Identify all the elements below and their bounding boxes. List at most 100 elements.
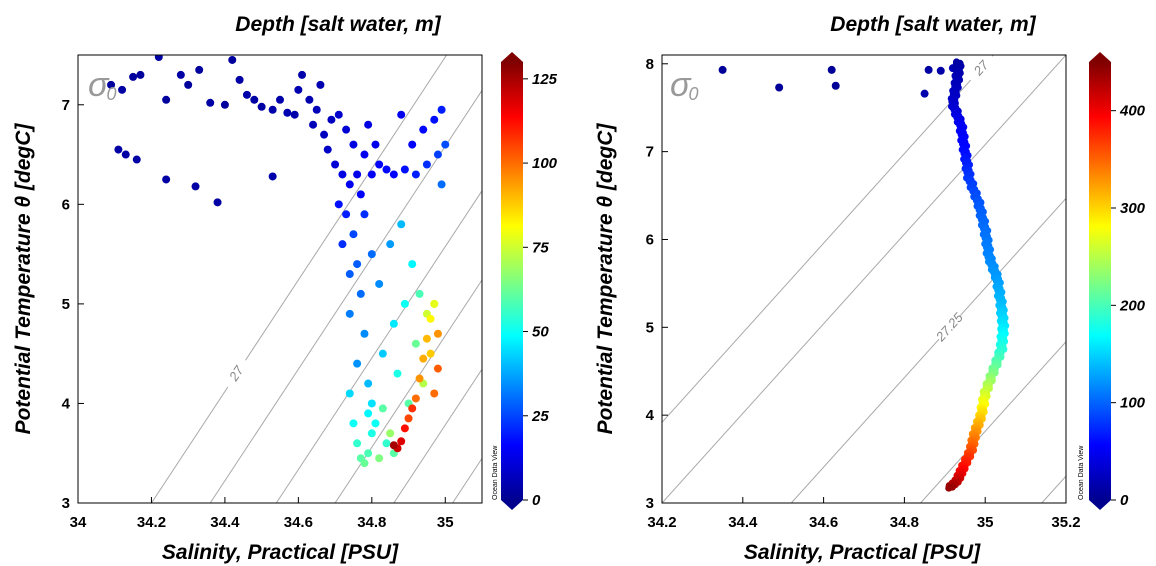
data-point [184, 80, 193, 89]
data-point [162, 175, 171, 184]
colorbar-tick-label: 400 [1119, 103, 1146, 120]
data-point [430, 299, 439, 308]
colorbar-tick-label: 75 [532, 239, 549, 256]
data-point [290, 110, 299, 119]
data-point [367, 429, 376, 438]
data-point [382, 439, 391, 448]
data-point [371, 419, 380, 428]
data-point [312, 105, 321, 114]
colorbar-tick-label: 100 [1120, 395, 1146, 412]
data-point [441, 140, 450, 149]
data-point [433, 329, 442, 338]
data-point [342, 125, 351, 134]
data-point [415, 374, 424, 383]
y-tick-label: 7 [646, 144, 654, 161]
data-point [132, 155, 141, 164]
data-point [430, 115, 439, 124]
data-point [411, 339, 420, 348]
data-point [338, 240, 347, 249]
isopycnal-line [334, 279, 482, 503]
data-point [294, 85, 303, 94]
x-tick-label: 34.2 [647, 514, 676, 531]
colorbar-tick-label: 300 [1120, 200, 1146, 217]
data-point [433, 150, 442, 159]
x-tick-label: 35 [977, 514, 994, 531]
colorbar-top-cap [501, 52, 523, 62]
data-point [213, 198, 222, 207]
data-point [360, 210, 369, 219]
data-point [382, 165, 391, 174]
data-point [353, 260, 362, 269]
data-point [345, 309, 354, 318]
data-point [364, 379, 373, 388]
data-point [375, 454, 384, 463]
colorbar-tick-label: 125 [532, 71, 558, 88]
isopycnal-line [151, 55, 448, 503]
data-point [360, 150, 369, 159]
data-point [437, 105, 446, 114]
data-point [309, 120, 318, 129]
data-point [397, 437, 406, 446]
data-point [353, 359, 362, 368]
y-axis-ticks: 3 4 5 6 7 8 [646, 56, 668, 512]
colorbar-top-cap [1089, 52, 1111, 62]
data-point [349, 419, 358, 428]
data-point [400, 165, 409, 174]
data-point [411, 170, 420, 179]
colorbar-tick-label: 0 [532, 492, 541, 509]
data-point [345, 180, 354, 189]
data-point [400, 299, 409, 308]
data-point [114, 145, 123, 154]
data-point [408, 260, 417, 269]
colorbar-ticks: 0 100 200 300 400 [1111, 103, 1146, 509]
data-point [298, 70, 307, 79]
data-point [924, 65, 933, 74]
data-point [323, 145, 332, 154]
data-point [107, 80, 116, 89]
data-point [437, 180, 446, 189]
data-point [404, 414, 413, 423]
data-point [386, 429, 395, 438]
data-point [176, 70, 185, 79]
data-point [268, 105, 277, 114]
data-point [334, 200, 343, 209]
isopycnal-line [920, 340, 1066, 503]
data-point [235, 75, 244, 84]
data-point [422, 334, 431, 343]
data-point [331, 160, 340, 169]
data-point [154, 55, 163, 61]
data-point [320, 130, 329, 139]
data-point [419, 354, 428, 363]
data-point [191, 182, 200, 191]
x-tick-label: 34.6 [809, 514, 838, 531]
data-point [356, 190, 365, 199]
x-tick-label: 35.2 [1051, 514, 1080, 531]
y-tick-label: 7 [62, 97, 70, 114]
watermark: Ocean Data View [492, 445, 499, 500]
y-axis-ticks: 3 4 5 6 7 [62, 97, 84, 512]
data-point [250, 95, 259, 104]
y-tick-label: 4 [62, 395, 71, 412]
data-point [342, 210, 351, 219]
chart-title: Depth [salt water, m] [830, 13, 1036, 36]
colorbar-tick-label: 100 [532, 155, 558, 172]
data-point [364, 409, 373, 418]
data-point [389, 441, 398, 450]
data-point [397, 220, 406, 229]
data-point [220, 100, 229, 109]
data-point [389, 170, 398, 179]
data-point [408, 404, 417, 413]
y-axis-label: Potential Temperature θ [degC] [594, 123, 617, 435]
plot-frame [77, 54, 483, 504]
x-tick-label: 34.6 [284, 514, 313, 531]
data-point [195, 65, 204, 74]
data-point [831, 81, 840, 90]
data-point [353, 439, 362, 448]
isopycnal-label-bg [964, 55, 999, 86]
data-point [408, 140, 417, 149]
colorbar [1089, 62, 1111, 500]
data-point [276, 95, 284, 104]
y-tick-label: 3 [62, 495, 70, 512]
